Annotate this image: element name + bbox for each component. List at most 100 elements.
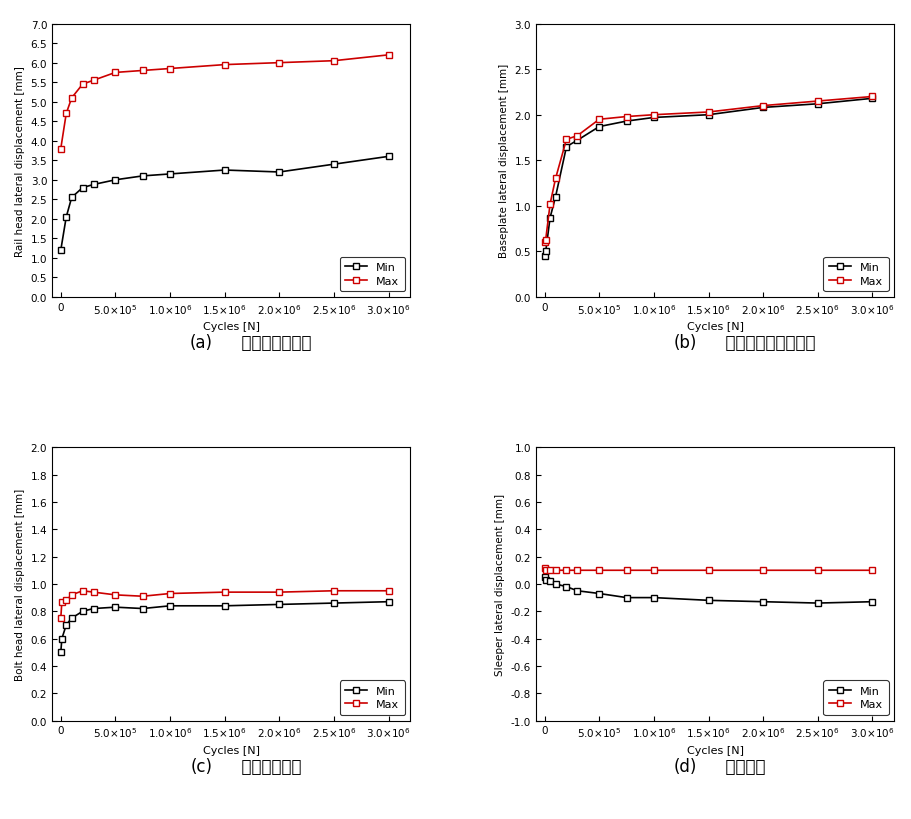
Min [61, 213, 72, 223]
Max [110, 590, 121, 600]
X-axis label: Cycles [N]: Cycles [N] [686, 745, 742, 755]
Y-axis label: Bolt head lateral displacement [mm]: Bolt head lateral displacement [mm] [15, 488, 25, 681]
Min [77, 183, 88, 193]
Min [544, 577, 555, 586]
Min [702, 111, 713, 120]
X-axis label: Cycles [N]: Cycles [N] [202, 745, 260, 755]
Max [866, 93, 877, 102]
Max [61, 595, 72, 605]
Min [560, 582, 571, 592]
Max [620, 112, 631, 122]
Legend: Min, Max: Min, Max [339, 681, 404, 715]
Min [866, 94, 877, 104]
Line: Min: Min [57, 599, 392, 656]
Min [77, 607, 88, 617]
Line: Max: Max [57, 52, 392, 153]
Max [56, 597, 67, 607]
Max [620, 566, 631, 576]
Min [620, 593, 631, 603]
Max [138, 66, 148, 76]
Min [593, 123, 604, 133]
Legend: Min, Max: Min, Max [823, 681, 887, 715]
Y-axis label: Baseplate lateral displacement [mm]: Baseplate lateral displacement [mm] [498, 64, 508, 258]
Y-axis label: Rail head lateral displacement [mm]: Rail head lateral displacement [mm] [15, 66, 25, 256]
Max [88, 76, 99, 86]
Max [328, 586, 339, 596]
Max [539, 235, 550, 245]
Min [56, 648, 67, 658]
Max [538, 563, 549, 572]
Max [273, 587, 284, 597]
Min [219, 601, 230, 611]
Line: Min: Min [57, 154, 392, 254]
Min [549, 579, 560, 589]
Max [56, 613, 67, 623]
Line: Max: Max [540, 564, 875, 574]
Max [560, 566, 571, 576]
Line: Min: Min [540, 574, 875, 607]
Line: Max: Max [57, 587, 392, 622]
Max [219, 587, 230, 597]
Max [757, 566, 768, 576]
Min [620, 117, 631, 127]
Line: Min: Min [540, 96, 875, 260]
Text: 봇트두부변위: 봇트두부변위 [231, 757, 302, 775]
Min [383, 152, 394, 162]
Max [56, 144, 67, 154]
Max [110, 69, 121, 79]
Min [866, 597, 877, 607]
Text: (d): (d) [672, 757, 696, 775]
Max [544, 566, 555, 576]
Min [544, 214, 555, 224]
Max [866, 566, 877, 576]
Min [538, 572, 549, 582]
Max [549, 174, 560, 184]
Y-axis label: Sleeper lateral displacement [mm]: Sleeper lateral displacement [mm] [495, 493, 505, 675]
Min [812, 100, 823, 110]
Min [560, 143, 571, 152]
X-axis label: Cycles [N]: Cycles [N] [202, 322, 260, 332]
Max [328, 57, 339, 66]
Min [88, 180, 99, 190]
Min [273, 168, 284, 178]
Min [56, 246, 67, 256]
Max [77, 586, 88, 596]
Max [538, 238, 549, 248]
Max [77, 80, 88, 90]
Min [648, 593, 659, 603]
Max [812, 566, 823, 576]
Min [67, 613, 77, 623]
Min [164, 601, 175, 611]
Max [560, 135, 571, 145]
Min [383, 597, 394, 607]
Min [812, 599, 823, 609]
Max [593, 566, 604, 576]
Max [219, 61, 230, 70]
Max [61, 110, 72, 120]
Max [67, 590, 77, 600]
X-axis label: Cycles [N]: Cycles [N] [686, 322, 742, 332]
Max [544, 200, 555, 210]
Max [593, 115, 604, 125]
Min [328, 599, 339, 609]
Min [110, 175, 121, 185]
Max [648, 111, 659, 120]
Text: (a): (a) [189, 333, 213, 351]
Legend: Min, Max: Min, Max [823, 257, 887, 292]
Min [219, 166, 230, 176]
Min [164, 170, 175, 179]
Min [56, 634, 67, 644]
Min [110, 603, 121, 613]
Min [757, 103, 768, 113]
Min [138, 604, 148, 613]
Max [549, 566, 560, 576]
Min [539, 575, 550, 585]
Text: 침목변위: 침목변위 [714, 757, 764, 775]
Min [88, 604, 99, 613]
Text: 레일두부횟변위: 레일두부횟변위 [231, 333, 312, 351]
Max [138, 591, 148, 601]
Min [757, 597, 768, 607]
Max [702, 108, 713, 118]
Text: 베이스플레이트변위: 베이스플레이트변위 [714, 333, 814, 351]
Text: (c): (c) [190, 757, 213, 775]
